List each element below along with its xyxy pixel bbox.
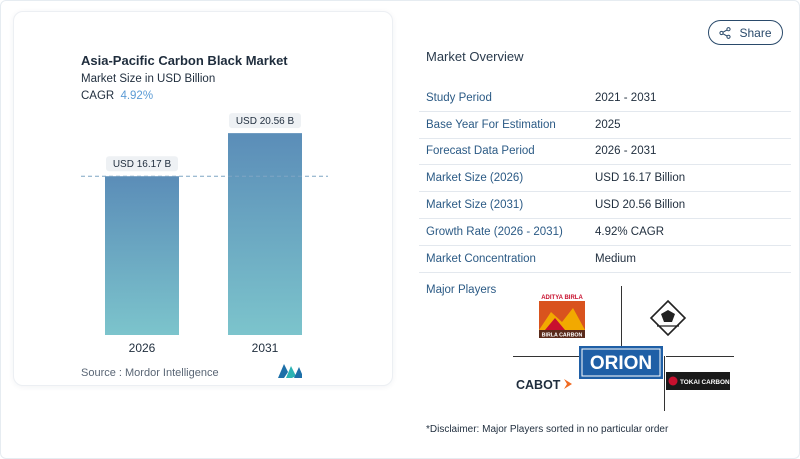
- chart-subtitle: Market Size in USD Billion: [81, 73, 216, 85]
- overview-key: Study Period: [426, 91, 492, 104]
- overview-key: Market Concentration: [426, 252, 536, 265]
- tokai-carbon-logo: TOKAI CARBON: [666, 372, 730, 390]
- overview-row-concentration: Market Concentration Medium: [419, 246, 791, 273]
- cabot-text: CABOT: [516, 378, 561, 392]
- orion-logo: ORION: [579, 346, 663, 379]
- data-label: USD 20.56 B: [236, 116, 295, 127]
- overview-row-base-year: Base Year For Estimation 2025: [419, 112, 791, 139]
- overview-key: Forecast Data Period: [426, 145, 535, 158]
- overview-row-forecast-period: Forecast Data Period 2026 - 2031: [419, 139, 791, 166]
- grid-divider-horizontal: [513, 356, 579, 357]
- data-label: USD 16.17 B: [113, 159, 172, 170]
- bar-chart: USD 16.17 B 2026 USD 20.56 B 2031: [81, 113, 328, 355]
- overview-key: Market Size (2031): [426, 199, 524, 212]
- cabot-logo: CABOT: [516, 378, 572, 392]
- share-icon: [719, 26, 732, 39]
- grid-divider-vertical: [621, 286, 622, 350]
- overview-value: USD 20.56 Billion: [595, 199, 686, 212]
- source-text: Source : Mordor Intelligence: [81, 367, 219, 379]
- overview-key: Base Year For Estimation: [426, 118, 556, 131]
- grid-divider-horizontal: [666, 356, 734, 357]
- chart-title: Asia-Pacific Carbon Black Market: [81, 53, 288, 68]
- disclaimer-text: *Disclaimer: Major Players sorted in no …: [426, 424, 669, 435]
- tokai-text: TOKAI CARBON: [680, 379, 730, 386]
- overview-key: Market Size (2026): [426, 172, 524, 185]
- chart-card: [13, 11, 393, 386]
- orion-text: ORION: [590, 353, 652, 374]
- share-label: Share: [739, 25, 772, 40]
- data-label-bg: [229, 113, 301, 129]
- overview-row-study-period: Study Period 2021 - 2031: [419, 85, 791, 112]
- birla-carbon-logo: ADITYA BIRLA BIRLA CARBON: [539, 295, 585, 339]
- overview-value: Medium: [595, 252, 636, 265]
- overview-key: Growth Rate (2026 - 2031): [426, 225, 563, 238]
- overview-value: USD 16.17 Billion: [595, 172, 686, 185]
- cagr-label: CAGR: [81, 90, 115, 102]
- overview-table: Study Period 2021 - 2031 Base Year For E…: [419, 85, 791, 273]
- birla-top-text: ADITYA BIRLA: [541, 295, 583, 301]
- overview-row-market-size-2031: Market Size (2031) USD 20.56 Billion: [419, 192, 791, 219]
- category-label: 2026: [129, 341, 156, 355]
- bar-2026: [105, 176, 179, 335]
- birla-bottom-text: BIRLA CARBON: [542, 333, 583, 339]
- overview-value: 2026 - 2031: [595, 145, 657, 158]
- category-label: 2031: [252, 341, 279, 355]
- cagr-value: 4.92%: [120, 90, 154, 102]
- data-label-bg: [106, 156, 178, 172]
- grid-divider-vertical: [664, 356, 665, 411]
- overview-value: 4.92% CAGR: [595, 225, 665, 238]
- overview-value: 2021 - 2031: [595, 91, 657, 104]
- overview-title: Market Overview: [426, 49, 524, 64]
- mordor-logo-icon: [278, 364, 302, 378]
- major-players-title: Major Players: [426, 284, 497, 296]
- cagr-row: CAGR 4.92%: [81, 90, 153, 102]
- overview-row-market-size-2026: Market Size (2026) USD 16.17 Billion: [419, 165, 791, 193]
- bar-2031: [228, 133, 302, 335]
- tokai-emblem-logo: [639, 298, 697, 338]
- overview-value: 2025: [595, 118, 621, 131]
- share-button[interactable]: Share: [708, 20, 783, 45]
- overview-row-growth-rate: Growth Rate (2026 - 2031) 4.92% CAGR: [419, 219, 791, 246]
- players-grid: [511, 286, 736, 411]
